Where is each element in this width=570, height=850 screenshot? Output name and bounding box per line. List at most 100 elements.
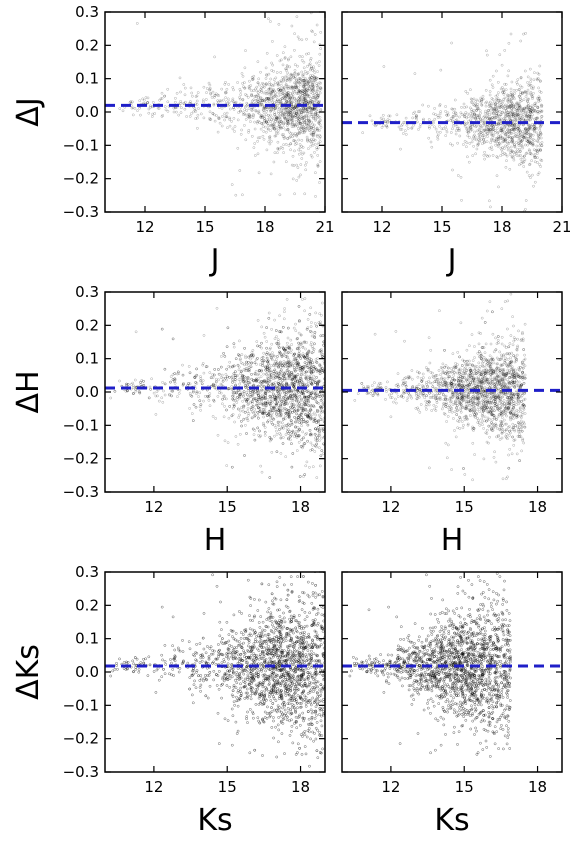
data-point [528,149,532,153]
data-point [253,372,257,376]
data-point [297,346,301,350]
data-point [317,419,320,423]
data-point [262,359,266,363]
data-point [529,105,532,109]
data-point [497,101,501,105]
data-point [246,383,249,387]
data-point [137,389,141,393]
data-point [387,114,391,118]
data-point [302,127,306,131]
data-point [246,398,249,402]
data-point [139,381,142,384]
data-point [262,108,265,112]
data-point [465,130,469,133]
data-point [491,108,495,112]
data-point [170,389,174,393]
data-point [240,391,244,395]
data-point [248,391,252,394]
data-point [228,405,232,408]
data-point [306,80,310,83]
data-point [282,133,285,136]
data-point [456,128,460,132]
data-point [244,118,248,121]
data-point [502,117,506,120]
data-point [295,394,299,397]
data-point [275,432,279,436]
data-point [303,403,307,406]
data-point [484,128,488,132]
data-point [219,376,223,379]
data-point [481,124,485,127]
data-point [282,375,286,378]
data-point [287,432,291,435]
data-point [238,358,242,362]
data-point [503,117,507,121]
data-point [508,105,512,108]
data-point [256,139,259,143]
data-point [268,403,272,407]
data-point [282,347,285,351]
data-point [514,111,517,115]
data-point [316,146,320,150]
data-point [484,126,488,130]
data-point [470,140,474,144]
data-point [303,120,307,124]
data-point [283,372,287,376]
data-point [287,391,290,394]
data-point [221,115,224,118]
data-point [286,362,289,366]
data-point [157,399,161,403]
data-point [295,403,298,407]
data-point [270,364,273,367]
data-point [261,125,265,128]
data-point [297,352,301,355]
data-point [513,118,516,121]
data-point [264,402,268,405]
data-point [494,139,498,143]
data-point [511,111,515,115]
data-point [285,92,289,96]
data-point [296,117,300,120]
data-point [251,397,255,401]
data-point [293,108,297,112]
data-point [320,406,324,410]
data-point [292,384,296,388]
data-point [188,391,192,395]
data-point [232,404,236,408]
data-point [259,88,263,91]
data-point [278,372,282,376]
data-point [317,94,320,97]
data-point [163,382,167,386]
data-point [220,106,224,110]
data-point [249,357,252,361]
data-point [286,119,289,123]
data-point [315,99,319,103]
data-point [317,120,321,124]
data-point [281,409,285,413]
data-point [261,364,264,367]
data-point [302,395,306,399]
data-point [256,411,260,414]
data-point [297,346,301,350]
data-point [261,362,265,365]
data-point [312,378,316,382]
data-point [506,106,509,109]
data-point [291,118,295,122]
data-point [276,140,280,144]
data-point [302,340,306,344]
data-point [494,107,498,111]
data-point [272,372,276,375]
data-point [298,118,301,121]
data-point [503,82,506,86]
data-point [289,338,293,342]
data-point [288,377,292,381]
data-point [293,383,296,386]
data-point [268,435,272,439]
data-point [279,88,282,92]
data-point [313,130,317,134]
data-point [190,394,194,398]
data-point [483,150,486,154]
data-point [282,120,285,124]
data-point [295,379,299,383]
data-point [268,435,272,439]
